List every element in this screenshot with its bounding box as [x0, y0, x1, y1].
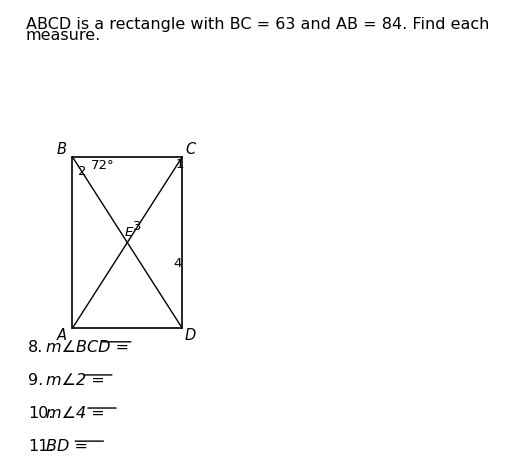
Text: A: A: [57, 329, 67, 344]
Text: 3: 3: [133, 220, 141, 234]
Text: ABCD is a rectangle with BC = 63 and AB = 84. Find each: ABCD is a rectangle with BC = 63 and AB …: [26, 16, 489, 32]
Text: m∠2 =: m∠2 =: [46, 373, 110, 388]
Text: B: B: [57, 142, 67, 157]
Text: BD =: BD =: [46, 439, 93, 454]
Text: 2: 2: [78, 165, 86, 178]
Text: 72°: 72°: [90, 159, 114, 172]
Text: 1: 1: [176, 158, 185, 171]
Text: m∠4 =: m∠4 =: [46, 406, 110, 421]
Text: 8.: 8.: [28, 340, 43, 355]
Text: 9.: 9.: [28, 373, 43, 388]
Text: m∠BCD =: m∠BCD =: [46, 340, 134, 355]
Text: measure.: measure.: [26, 28, 101, 43]
Text: 11.: 11.: [28, 439, 54, 454]
Text: E: E: [125, 226, 133, 239]
Text: 10.: 10.: [28, 406, 54, 421]
Text: C: C: [186, 142, 196, 157]
Text: D: D: [185, 329, 196, 344]
Text: 4: 4: [174, 257, 182, 271]
